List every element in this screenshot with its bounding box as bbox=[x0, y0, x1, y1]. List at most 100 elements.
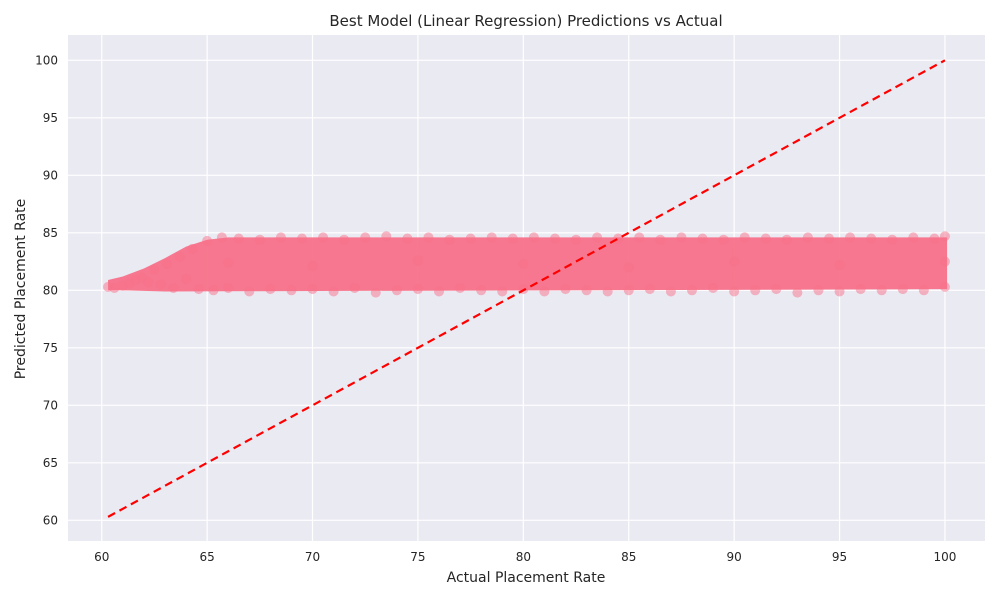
data-point bbox=[613, 233, 624, 244]
x-tick-label: 60 bbox=[94, 550, 109, 564]
data-point bbox=[592, 232, 603, 243]
data-point bbox=[771, 284, 782, 295]
chart-title: Best Model (Linear Regression) Predictio… bbox=[329, 12, 722, 30]
data-point bbox=[423, 232, 434, 243]
data-point bbox=[929, 233, 940, 244]
data-point bbox=[193, 284, 204, 295]
data-point bbox=[824, 233, 835, 244]
data-point bbox=[168, 283, 179, 293]
data-point bbox=[143, 277, 154, 288]
data-point bbox=[623, 262, 634, 273]
data-point bbox=[381, 231, 392, 242]
data-point bbox=[528, 232, 539, 243]
data-point bbox=[644, 284, 655, 295]
data-point bbox=[507, 233, 518, 244]
data-point bbox=[897, 284, 908, 295]
data-point bbox=[939, 256, 950, 267]
data-point bbox=[162, 258, 173, 269]
data-point bbox=[244, 286, 255, 297]
data-point bbox=[275, 232, 286, 243]
data-point bbox=[760, 233, 771, 244]
x-tick-label: 100 bbox=[933, 550, 956, 564]
data-point bbox=[307, 261, 318, 272]
data-point bbox=[834, 260, 845, 270]
data-point bbox=[802, 232, 813, 243]
y-tick-label: 100 bbox=[35, 53, 58, 67]
data-point bbox=[412, 255, 423, 266]
data-point bbox=[918, 285, 929, 296]
y-axis-ticks: 60 65 70 75 80 85 90 95 100 bbox=[35, 53, 58, 527]
data-point bbox=[149, 264, 160, 275]
y-tick-label: 85 bbox=[43, 226, 58, 240]
data-point bbox=[549, 233, 560, 244]
data-point bbox=[866, 233, 877, 244]
data-point bbox=[560, 284, 571, 295]
data-point bbox=[813, 285, 824, 296]
y-tick-label: 90 bbox=[43, 168, 58, 182]
data-point bbox=[296, 233, 307, 244]
x-axis-title: Actual Placement Rate bbox=[447, 570, 606, 586]
data-point bbox=[109, 283, 120, 293]
data-point bbox=[216, 232, 227, 243]
data-point bbox=[233, 233, 244, 244]
data-point bbox=[571, 234, 582, 245]
data-point bbox=[349, 283, 360, 293]
data-point bbox=[539, 286, 550, 297]
data-point bbox=[286, 285, 297, 296]
data-point bbox=[486, 232, 497, 243]
data-point bbox=[729, 256, 740, 267]
data-point bbox=[444, 234, 455, 245]
data-point bbox=[174, 251, 185, 262]
data-point bbox=[718, 234, 729, 245]
data-point bbox=[634, 232, 645, 243]
data-point bbox=[939, 281, 950, 292]
y-tick-label: 70 bbox=[43, 398, 58, 412]
data-point bbox=[518, 258, 529, 269]
data-point bbox=[834, 286, 845, 297]
data-point bbox=[434, 286, 445, 297]
data-points bbox=[103, 231, 950, 298]
data-point bbox=[187, 243, 198, 254]
data-point bbox=[739, 232, 750, 243]
reference-line bbox=[107, 59, 946, 518]
data-point bbox=[223, 283, 234, 293]
data-point bbox=[750, 285, 761, 296]
data-point bbox=[465, 233, 476, 244]
x-tick-label: 70 bbox=[305, 550, 320, 564]
reference-line-layer bbox=[107, 59, 946, 518]
y-tick-label: 75 bbox=[43, 341, 58, 355]
data-point bbox=[476, 285, 487, 296]
data-point bbox=[665, 286, 676, 297]
data-point bbox=[939, 231, 950, 242]
data-point bbox=[792, 287, 803, 298]
data-point bbox=[602, 286, 613, 297]
data-point bbox=[581, 285, 592, 296]
y-axis-title: Predicted Placement Rate bbox=[13, 199, 29, 380]
data-point bbox=[307, 284, 318, 295]
data-point bbox=[455, 283, 466, 293]
data-point bbox=[781, 234, 792, 245]
data-point bbox=[655, 234, 666, 245]
x-axis-ticks: 60 65 70 75 80 85 90 95 100 bbox=[94, 550, 956, 564]
data-point bbox=[402, 233, 413, 244]
data-point bbox=[708, 283, 719, 293]
data-point bbox=[855, 284, 866, 295]
data-point bbox=[697, 233, 708, 244]
x-tick-label: 85 bbox=[621, 550, 636, 564]
data-point bbox=[729, 286, 740, 297]
data-point bbox=[360, 232, 371, 243]
data-point bbox=[254, 234, 265, 245]
x-tick-label: 65 bbox=[199, 550, 214, 564]
data-point bbox=[686, 285, 697, 296]
data-point bbox=[676, 232, 687, 243]
data-point bbox=[181, 273, 192, 284]
data-point bbox=[845, 232, 856, 243]
x-tick-label: 95 bbox=[832, 550, 847, 564]
y-tick-label: 60 bbox=[43, 513, 58, 527]
data-point bbox=[339, 234, 350, 245]
y-tick-label: 95 bbox=[43, 111, 58, 125]
data-point bbox=[887, 234, 898, 245]
data-point bbox=[318, 232, 329, 243]
